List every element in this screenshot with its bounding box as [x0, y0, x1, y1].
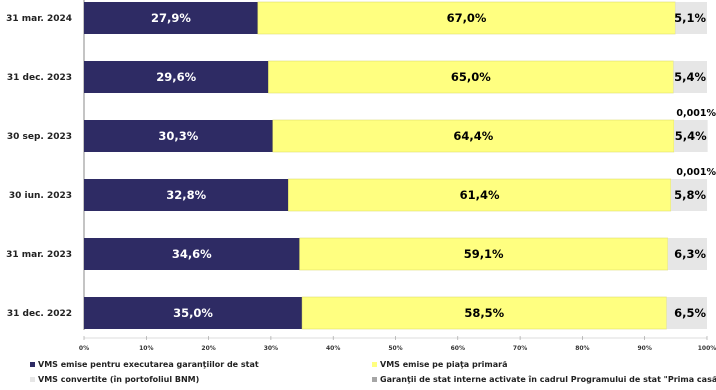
legend-swatch: [30, 377, 35, 382]
data-label: 27,9%: [151, 11, 191, 25]
data-label: 29,6%: [156, 70, 196, 84]
data-label: 32,8%: [166, 188, 206, 202]
bar-segment: [272, 119, 675, 153]
x-tick-label: 80%: [575, 345, 589, 352]
x-tick-label: 30%: [264, 345, 278, 352]
x-tick-label: 70%: [513, 345, 527, 352]
category-label: 30 iun. 2023: [9, 191, 72, 201]
bar-segment: [288, 178, 672, 212]
x-tick-label: 20%: [201, 345, 215, 352]
category-label: 31 dec. 2022: [7, 309, 72, 319]
legend-swatch: [372, 377, 377, 382]
bar-segment: [670, 179, 707, 211]
data-label: 58,5%: [464, 306, 504, 320]
data-label: 61,4%: [460, 188, 500, 202]
data-label: 30,3%: [158, 129, 198, 143]
bar-segment: [84, 120, 273, 152]
x-tick-label: 90%: [638, 345, 652, 352]
category-label: 31 mar. 2023: [6, 250, 72, 260]
x-tick-label: 40%: [326, 345, 340, 352]
bar-segment: [84, 238, 300, 270]
data-label: 59,1%: [464, 247, 504, 261]
category-label: 31 dec. 2023: [7, 73, 72, 83]
bar-segment: [84, 2, 258, 34]
x-tick-label: 100%: [698, 345, 716, 352]
data-label: 5,1%: [674, 11, 706, 25]
x-tick-label: 50%: [388, 345, 402, 352]
bar-segment: [84, 297, 303, 329]
data-label: 0,001%: [676, 167, 716, 178]
legend-label: VMS emise pentru executarea garanţiilor …: [38, 360, 259, 369]
data-label: 65,0%: [451, 70, 491, 84]
bar-segment: [667, 238, 707, 270]
bar-segment: [673, 61, 707, 93]
x-tick-label: 10%: [139, 345, 153, 352]
bar-segment: [299, 237, 669, 271]
bar-segment: [84, 61, 269, 93]
bar-segment: [666, 297, 707, 329]
bar-segment: [301, 296, 667, 330]
data-label: 5,4%: [674, 70, 706, 84]
bar-segment: [268, 60, 674, 94]
data-label: 35,0%: [173, 306, 213, 320]
x-tick-label: 60%: [451, 345, 465, 352]
legend-label: VMS convertite (în portofoliul BNM): [38, 375, 200, 384]
bar-segment: [675, 2, 707, 34]
legend-swatch: [30, 362, 35, 367]
bar-segment: [257, 1, 676, 35]
category-label: 31 mar. 2024: [6, 14, 72, 24]
legend-item: VMS convertite (în portofoliul BNM): [30, 375, 199, 384]
data-label: 67,0%: [447, 11, 487, 25]
legend-item: Garanţii de stat interne activate în cad…: [372, 375, 716, 384]
data-label: 6,3%: [674, 247, 706, 261]
data-label: 5,8%: [674, 188, 706, 202]
legend-label: VMS emise pe piaţa primară: [380, 360, 508, 369]
legend-label: Garanţii de stat interne activate în cad…: [380, 375, 716, 384]
legend-swatch: [372, 362, 377, 367]
bar-segment: [673, 120, 708, 152]
data-label: 0,001%: [676, 108, 716, 119]
legend-item: VMS emise pe piaţa primară: [372, 360, 507, 369]
bar-segment: [84, 179, 289, 211]
data-label: 34,6%: [172, 247, 212, 261]
data-label: 64,4%: [453, 129, 493, 143]
x-tick-label: 0%: [79, 345, 89, 352]
data-label: 5,4%: [675, 129, 707, 143]
data-label: 6,5%: [674, 306, 706, 320]
category-label: 30 sep. 2023: [7, 132, 72, 142]
legend-item: VMS emise pentru executarea garanţiilor …: [30, 360, 259, 369]
